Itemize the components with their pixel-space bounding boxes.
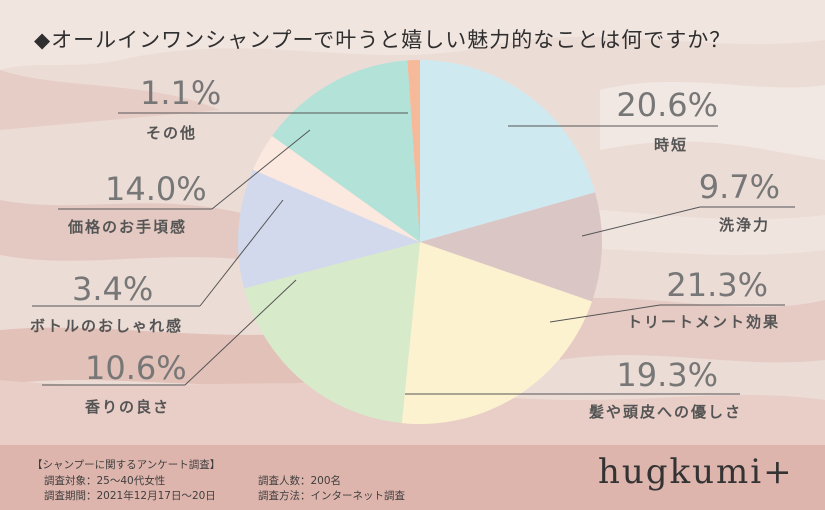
value-label-senjo: 9.7% — [699, 168, 780, 206]
value-label-sonota: 1.1% — [140, 74, 221, 112]
survey-count: 調査人数：200名 — [258, 475, 342, 487]
pie-slice-2 — [401, 242, 592, 424]
category-label-yasashisa: 髪や頭皮への優しさ — [588, 403, 742, 421]
pie-slice-6 — [272, 60, 420, 243]
survey-target: 調査対象：25〜40代女性 — [44, 475, 166, 487]
pie-slice-4 — [238, 169, 420, 289]
chart-title: ◆オールインワンシャンプーで叶うと嬉しい魅力的なことは何ですか？ — [34, 28, 732, 52]
survey-heading: 【シャンプーに関するアンケート調査】 — [32, 459, 221, 471]
value-label-kakaku: 14.0% — [105, 170, 207, 208]
leader-line-kakaku — [211, 129, 311, 210]
category-label-jitan: 時短 — [654, 136, 688, 154]
value-label-yasashisa: 19.3% — [616, 356, 718, 394]
leader-line-treatment — [549, 304, 661, 323]
value-label-bottle: 3.4% — [72, 270, 153, 308]
category-label-senjo: 洗浄力 — [719, 216, 770, 234]
category-label-kaori: 香りの良さ — [85, 398, 170, 416]
leader-line-senjo — [581, 206, 701, 237]
category-label-bottle: ボトルのおしゃれ感 — [30, 317, 183, 335]
pie-slice-0 — [420, 60, 596, 242]
survey-method: 調査方法：インターネット調査 — [258, 490, 405, 502]
category-label-sonota: その他 — [146, 124, 197, 142]
category-label-kakaku: 価格のお手頃感 — [67, 218, 187, 236]
value-label-jitan: 20.6% — [616, 86, 718, 124]
survey-footer: 【シャンプーに関するアンケート調査】 調査対象：25〜40代女性 調査期間：20… — [0, 445, 825, 510]
pie-slice-1 — [420, 192, 602, 302]
leader-line-bottle — [199, 199, 284, 307]
leader-line-kaori — [184, 279, 297, 386]
category-label-treatment: トリートメント効果 — [627, 313, 780, 331]
pie-slice-7 — [407, 59, 420, 243]
survey-period: 調査期間：2021年12月17日〜20日 — [44, 490, 216, 502]
value-label-treatment: 21.3% — [666, 266, 768, 304]
pie-chart: 20.6% 時短 9.7% 洗浄力 21.3% トリートメント効果 19.3% … — [30, 59, 795, 424]
pie-slice-5 — [252, 135, 420, 242]
value-label-kaori: 10.6% — [85, 349, 187, 387]
brand-logo: hugkumi+ — [598, 452, 794, 492]
